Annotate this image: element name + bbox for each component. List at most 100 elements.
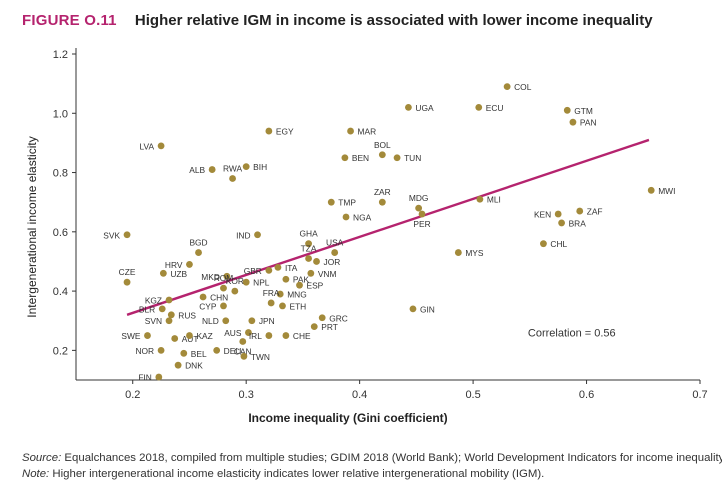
data-point	[157, 346, 165, 354]
point-label: ITA	[285, 263, 298, 273]
point-label: PER	[413, 219, 430, 229]
data-point	[158, 305, 166, 313]
point-label: ESP	[307, 281, 324, 291]
point-label: UGA	[415, 103, 434, 113]
data-point	[174, 361, 182, 369]
point-label: BOL	[374, 140, 391, 150]
note-line: Note: Higher intergenerational income el…	[22, 466, 722, 482]
data-point	[248, 317, 256, 325]
point-label: ECU	[486, 103, 504, 113]
data-point	[305, 240, 312, 248]
axes: 0.2 0.4 0.6 0.8 1.0 1.2 0.2 0.3 0.4 0.5 0.6 0.7	[53, 48, 708, 401]
point-label: GBR	[244, 266, 262, 276]
point-label: VNM	[318, 269, 337, 279]
point-label: CZE	[119, 267, 136, 277]
data-point	[313, 258, 320, 265]
point-label: KAZ	[196, 331, 212, 341]
point-label: IRL	[249, 331, 262, 341]
point-label: JPN	[259, 316, 275, 326]
data-point	[569, 118, 577, 126]
data-point	[208, 166, 216, 173]
data-point	[267, 299, 275, 307]
data-point	[418, 210, 426, 218]
point-label: PRT	[321, 322, 338, 332]
data-point	[199, 293, 207, 301]
data-point	[186, 332, 193, 339]
data-point	[229, 175, 236, 182]
data-point	[222, 317, 230, 325]
point-label: NOR	[135, 346, 154, 356]
data-point	[265, 266, 273, 274]
point-label: CAN	[234, 346, 252, 356]
figure-title: Higher relative IGM in income is associa…	[134, 12, 653, 29]
point-label: ZAR	[374, 187, 391, 197]
point-label: RUS	[178, 310, 196, 320]
data-point	[155, 373, 163, 381]
point-label: TUN	[404, 153, 421, 163]
data-point	[167, 311, 175, 319]
data-point	[378, 198, 386, 206]
data-point	[242, 163, 250, 171]
x-tick-label: 0.4	[352, 389, 367, 401]
point-label: SWE	[121, 331, 140, 341]
point-label: ALB	[189, 165, 205, 175]
data-point	[265, 127, 273, 135]
point-label: MYS	[465, 248, 484, 258]
point-label: ROM	[214, 273, 234, 283]
data-point	[223, 272, 231, 280]
y-tick-label: 0.6	[53, 227, 68, 239]
point-label: UZB	[170, 269, 187, 279]
x-tick-label: 0.3	[239, 389, 254, 401]
point-label: COL	[514, 82, 532, 92]
point-label: JOR	[324, 257, 341, 267]
data-point	[195, 249, 202, 256]
data-point	[331, 249, 339, 256]
data-point	[393, 154, 401, 162]
point-label: MDG	[409, 193, 429, 203]
point-label: IND	[236, 230, 250, 240]
data-point	[305, 255, 312, 262]
data-point	[242, 278, 250, 286]
point-label: PAK	[293, 275, 310, 285]
point-label: GHA	[300, 229, 319, 239]
point-label: ETH	[289, 301, 306, 311]
data-point	[240, 352, 248, 360]
point-label: FRA	[263, 288, 280, 298]
data-point	[157, 142, 165, 150]
data-point	[123, 231, 131, 239]
data-point	[265, 332, 273, 339]
point-label: MAR	[358, 127, 377, 137]
y-tick-label: 1.0	[53, 108, 68, 120]
data-point	[310, 323, 318, 331]
data-point	[540, 240, 547, 248]
point-label: MKD	[201, 272, 220, 282]
trend-line	[126, 138, 650, 316]
point-label: CHE	[293, 331, 311, 341]
point-label: BRA	[569, 218, 587, 228]
y-tick-label: 0.8	[53, 168, 68, 180]
data-point	[186, 261, 193, 268]
data-point	[159, 269, 167, 277]
data-point	[454, 249, 462, 256]
point-label: FIN	[138, 373, 152, 383]
figure-label: FIGURE O.11	[22, 12, 117, 29]
point-label: GRC	[329, 313, 348, 323]
point-label: NPL	[253, 278, 270, 288]
note-text: Higher intergenerational income elastici…	[49, 468, 545, 480]
point-label: DEU	[224, 346, 242, 356]
x-tick-label: 0.2	[125, 389, 140, 401]
data-point	[239, 338, 247, 345]
data-point	[165, 296, 173, 304]
point-label: CHL	[550, 239, 567, 249]
y-tick-label: 0.4	[53, 286, 68, 298]
data-point	[144, 332, 151, 339]
source-note: Source: Equalchances 2018, compiled from…	[22, 450, 722, 466]
y-tick-label: 0.2	[53, 345, 68, 357]
x-tick-label: 0.7	[692, 389, 707, 401]
data-point	[213, 346, 221, 354]
point-label: SVN	[145, 316, 162, 326]
point-label: KEN	[534, 210, 551, 220]
data-point	[220, 284, 227, 292]
point-label: MWI	[658, 186, 675, 196]
data-point	[274, 263, 282, 271]
